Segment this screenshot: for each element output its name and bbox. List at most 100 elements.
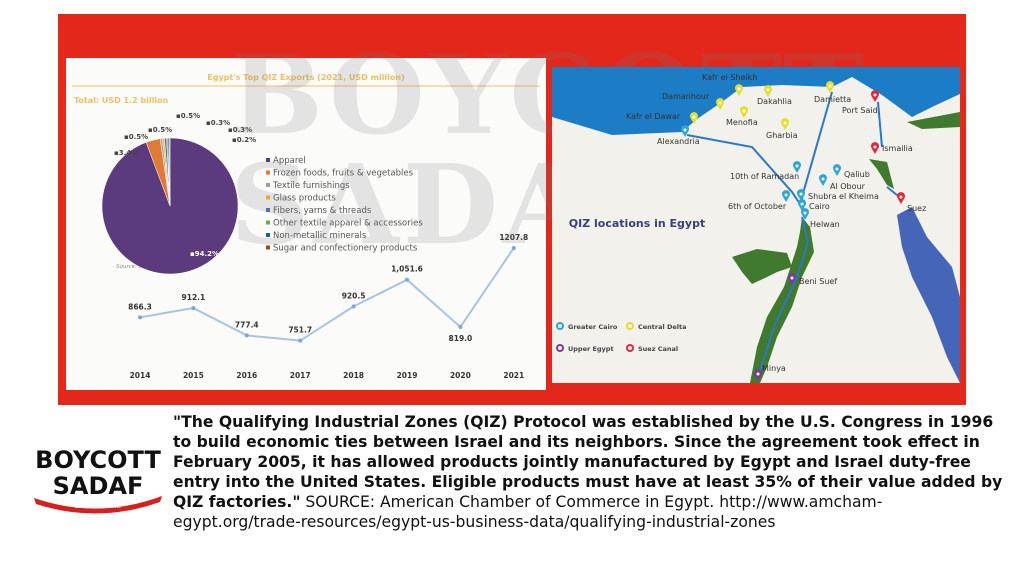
map-place-label: Port Said	[842, 106, 878, 115]
legend-label: Other textile apparel & accessories	[273, 219, 423, 229]
map-pin[interactable]	[788, 273, 796, 285]
line-series	[139, 247, 515, 342]
map-pin[interactable]	[740, 106, 748, 118]
legend-swatch	[266, 220, 270, 225]
legend-swatch	[266, 183, 270, 187]
map-place-label: Damietta	[814, 95, 851, 104]
legend-label: Textile furnishings	[272, 181, 350, 191]
data-label: 751.7	[288, 326, 312, 335]
x-tick-label: 2020	[450, 371, 471, 380]
map-legend-label: Upper Egypt	[568, 345, 614, 353]
line-point	[511, 246, 516, 250]
pie-slice-label: ▪0.3%	[228, 126, 252, 134]
map-place-label: 6th of October	[728, 202, 787, 211]
line-point	[191, 306, 196, 311]
svg-text:SADAF: SADAF	[53, 472, 144, 500]
x-tick-label: 2021	[503, 371, 524, 380]
map-pin[interactable]	[871, 142, 879, 154]
legend-label: Apparel	[273, 156, 306, 166]
legend-swatch	[266, 170, 270, 175]
source-url[interactable]: http://www.amcham-egypt.org/trade-resour…	[173, 493, 883, 531]
map-pin[interactable]	[826, 81, 834, 93]
pie-slice-label: ▪0.3%	[206, 119, 230, 127]
line-point	[244, 333, 249, 338]
data-label: 1207.8	[499, 233, 528, 242]
map-place-label: Alexandria	[657, 137, 700, 146]
map-place-label: Kafr el Sheikh	[702, 73, 757, 82]
map-pin[interactable]	[735, 84, 743, 96]
map-pin[interactable]	[819, 174, 827, 186]
map-place-label: Minya	[762, 364, 786, 373]
map-place-label: Gharbia	[766, 131, 798, 140]
map-pin[interactable]	[871, 90, 879, 102]
map-pin[interactable]	[754, 369, 762, 381]
data-label: 912.1	[182, 293, 206, 302]
line-point	[138, 315, 142, 320]
boycott-sadaf-logo: BOYCOTT SADAF SUPPORT PALESTINE	[28, 438, 168, 514]
data-label: 777.4	[235, 320, 259, 329]
pie-slice-label: ▪0.2%	[232, 136, 256, 144]
map-legend-label: Central Delta	[638, 323, 687, 331]
map-legend-label: Greater Cairo	[568, 323, 618, 331]
data-label: 920.5	[342, 291, 366, 300]
qiz-map: QIZ locations in Egypt Kafr el Sheikh Dam…	[552, 67, 960, 383]
x-tick-label: 2017	[290, 371, 311, 380]
legend-label: Frozen foods, fruits & vegetables	[273, 169, 414, 179]
x-tick-label: 2018	[343, 371, 364, 380]
svg-text:SUPPORT PALESTINE: SUPPORT PALESTINE	[75, 504, 121, 510]
x-tick-label: 2014	[130, 371, 151, 380]
pie-slice	[168, 137, 171, 207]
line-point	[405, 277, 409, 282]
map-place-label: Kafr el Dawar	[626, 112, 681, 121]
legend-swatch	[266, 208, 270, 212]
map-pin[interactable]	[681, 125, 689, 137]
map-place-label: Al Obour	[830, 182, 866, 191]
map-legend-label: Suez Canal	[638, 345, 678, 353]
line-point	[298, 338, 303, 343]
line-point	[458, 324, 463, 329]
legend-swatch	[266, 245, 270, 250]
data-label: 866.3	[128, 302, 152, 311]
x-tick-label: 2016	[236, 371, 257, 380]
map-pin[interactable]	[797, 189, 805, 201]
pie-source: Source: USITC	[116, 264, 155, 270]
map-place-label: Menofia	[726, 118, 758, 127]
legend-label: Sugar and confectionery products	[273, 244, 418, 254]
pie-title: Egypt's Top QIZ Exports (2021, USD milli…	[207, 73, 404, 82]
line-point	[351, 304, 356, 309]
x-tick-label: 2015	[183, 371, 204, 380]
data-label: 1,051.6	[391, 265, 423, 274]
map-pin[interactable]	[793, 161, 801, 173]
pie-total: Total: USD 1.2 billion	[74, 96, 169, 105]
map-place-label: Qaliub	[844, 170, 870, 179]
map-place-label: Dakahlia	[757, 97, 792, 106]
legend-pin-icon	[626, 344, 634, 352]
map-place-label: Cairo	[809, 202, 830, 211]
map-place-label: Helwan	[810, 220, 840, 229]
legend-label: Non-metallic minerals	[273, 231, 367, 241]
map-place-label: Shubra el Kheima	[808, 192, 879, 201]
map-pin[interactable]	[690, 112, 698, 124]
legend-swatch	[266, 233, 270, 237]
map-pin[interactable]	[716, 98, 724, 110]
map-place-label: Suez	[907, 204, 926, 213]
map-pin[interactable]	[801, 208, 809, 220]
pie-slice-label: ▪3.4%	[114, 149, 138, 157]
map-place-label: Ismailia	[882, 144, 913, 153]
legend-pin-icon	[556, 322, 564, 330]
data-label: 819.0	[449, 334, 473, 343]
map-place-label: Beni Suef	[799, 277, 837, 286]
legend-label: Glass products	[273, 194, 336, 204]
map-pin[interactable]	[782, 190, 790, 202]
map-pin[interactable]	[764, 85, 772, 97]
legend-pin-icon	[626, 322, 634, 330]
map-pin[interactable]	[781, 118, 789, 130]
map-pin[interactable]	[833, 164, 841, 176]
map-title: QIZ locations in Egypt	[569, 217, 705, 230]
pie-slice-label: ▪0.5%	[124, 133, 148, 141]
legend-label: Fibers, yarns & threads	[273, 206, 372, 216]
map-place-label: Damanhour	[662, 92, 710, 101]
legend-pin-icon	[556, 344, 564, 352]
map-pin[interactable]	[798, 199, 806, 211]
map-pin[interactable]	[897, 192, 905, 204]
